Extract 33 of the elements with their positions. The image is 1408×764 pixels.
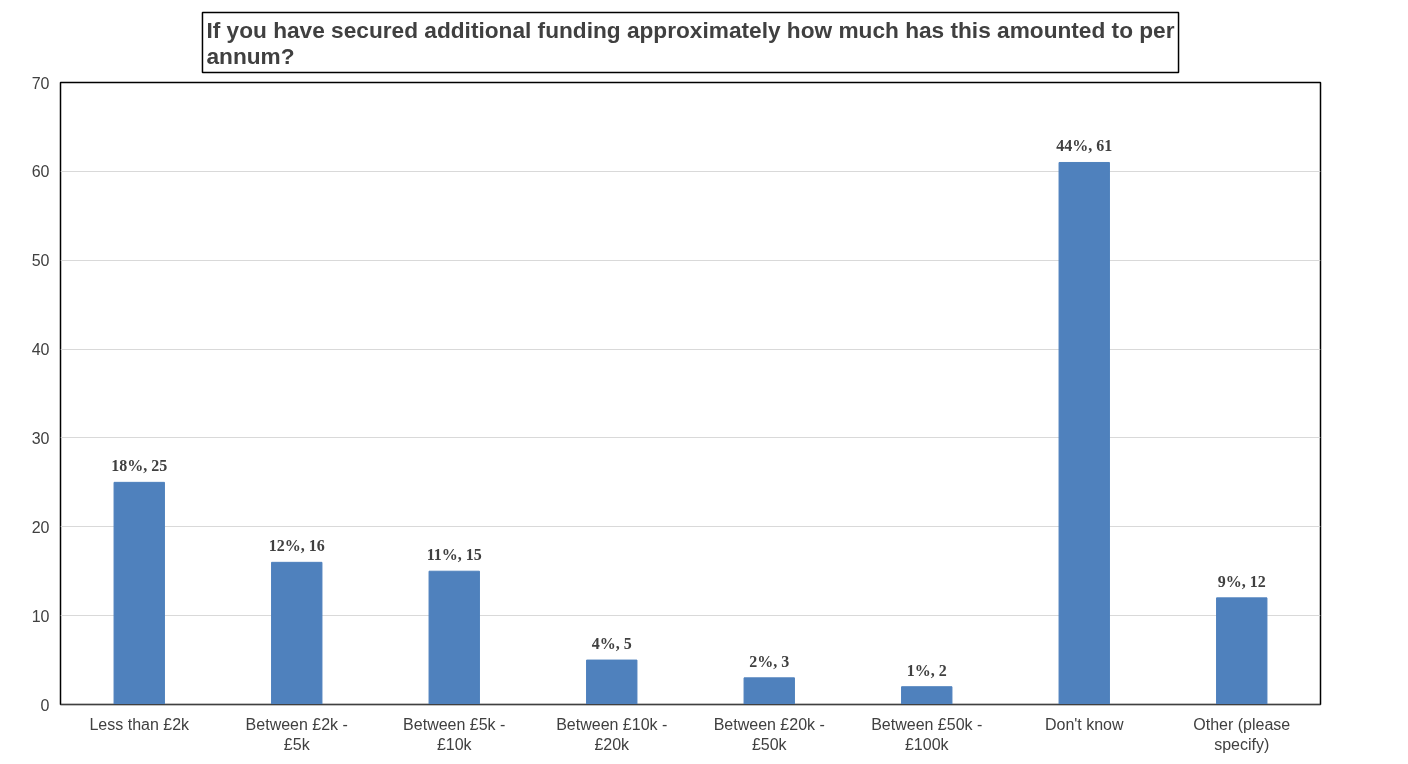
chart-title: If you have secured additional funding approximately how much has this amounted to per annum? [206, 16, 1175, 69]
data-label: 1%, 2 [906, 661, 947, 679]
bar [901, 686, 953, 705]
bar [1216, 597, 1268, 705]
y-tick-label: 30 [31, 429, 50, 447]
data-label: 18%, 25 [111, 457, 168, 475]
x-tick-label: Between £20k - £50k [713, 715, 825, 753]
y-tick-label: 60 [31, 163, 50, 181]
y-tick-label: 20 [31, 518, 50, 536]
x-tick-label: Between £5k - £10k [403, 715, 506, 753]
y-tick-label: 50 [31, 252, 50, 270]
data-label: 44%, 61 [1056, 137, 1113, 155]
bar [428, 570, 480, 705]
data-label: 4%, 5 [591, 635, 632, 653]
bar [1058, 161, 1110, 705]
data-label: 11%, 15 [426, 546, 482, 564]
bar [586, 659, 638, 705]
bar [743, 677, 795, 705]
x-tick-label: Less than £2k [89, 715, 191, 733]
x-tick-label: Between £10k - £20k [556, 715, 668, 753]
x-tick-label: Don't know [1044, 715, 1125, 733]
y-tick-label: 40 [31, 341, 50, 359]
y-tick-label: 0 [40, 696, 50, 714]
data-label: 2%, 3 [749, 652, 790, 670]
data-label: 12%, 16 [268, 537, 325, 555]
data-label: 9%, 12 [1217, 572, 1266, 590]
x-tick-label: Between £50k - £100k [871, 715, 983, 753]
bar [271, 561, 323, 705]
x-tick-label: Other (please specify) [1193, 715, 1291, 753]
y-tick-label: 10 [31, 607, 50, 625]
x-tick-label: Between £2k - £5k [245, 715, 348, 753]
bar [113, 481, 165, 705]
y-tick-label: 70 [31, 74, 50, 92]
